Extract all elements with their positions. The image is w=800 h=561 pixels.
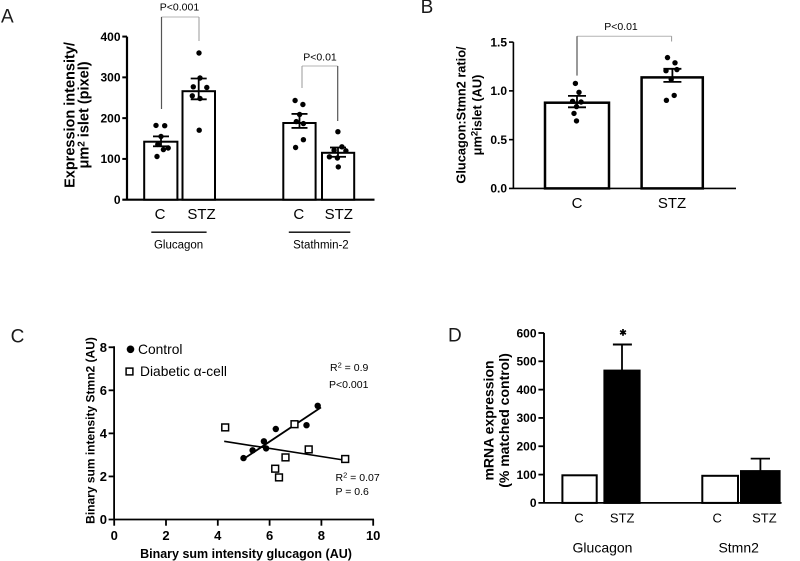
svg-text:0.5: 0.5 (490, 133, 507, 147)
svg-text:4: 4 (100, 426, 108, 441)
svg-text:400: 400 (516, 383, 536, 397)
svg-text:C: C (713, 511, 722, 526)
svg-text:(% matched control): (% matched control) (496, 353, 512, 488)
svg-text:C: C (574, 511, 583, 526)
svg-text:Glucagon: Glucagon (573, 540, 633, 556)
svg-text:1.0: 1.0 (490, 84, 507, 98)
svg-text:600: 600 (516, 326, 536, 340)
svg-text:Binary sum intensity glucagon: Binary sum intensity glucagon (AU) (140, 547, 352, 561)
svg-text:C: C (11, 327, 25, 348)
svg-text:Glucagon: Glucagon (154, 239, 203, 251)
svg-text:P<0.01: P<0.01 (303, 52, 337, 64)
svg-text:2: 2 (100, 469, 107, 484)
svg-text:C: C (572, 195, 583, 212)
svg-text:200: 200 (516, 440, 536, 454)
svg-text:Glucagon:Stmn2 ratio/: Glucagon:Stmn2 ratio/ (454, 46, 469, 184)
svg-text:μm2 islet (pixel): μm2 islet (pixel) (77, 61, 93, 168)
svg-text:100: 100 (100, 152, 120, 166)
svg-text:0: 0 (530, 496, 537, 510)
svg-text:8: 8 (100, 340, 107, 355)
svg-text:P<0.01: P<0.01 (604, 21, 638, 33)
svg-text:STZ: STZ (752, 511, 777, 526)
svg-text:100: 100 (516, 468, 536, 482)
svg-text:C: C (293, 206, 304, 223)
svg-text:0.0: 0.0 (490, 182, 507, 196)
svg-text:1.5: 1.5 (490, 35, 507, 49)
svg-text:10: 10 (366, 528, 380, 543)
svg-text:STZ: STZ (610, 511, 635, 526)
svg-text:6: 6 (266, 528, 273, 543)
svg-text:STZ: STZ (187, 206, 215, 223)
svg-text:B: B (421, 0, 434, 18)
svg-text:0: 0 (114, 193, 121, 207)
svg-text:400: 400 (100, 30, 120, 44)
svg-text:2: 2 (162, 528, 169, 543)
svg-text:STZ: STZ (658, 195, 686, 212)
svg-text:P<0.001: P<0.001 (329, 379, 369, 391)
svg-text:6: 6 (100, 383, 107, 398)
svg-text:Control: Control (138, 342, 182, 357)
svg-text:Expression intensity/: Expression intensity/ (63, 42, 79, 188)
svg-text:8: 8 (318, 528, 325, 543)
svg-text:R2 = 0.9: R2 = 0.9 (330, 361, 368, 375)
svg-text:300: 300 (516, 411, 536, 425)
svg-text:Stmn2: Stmn2 (718, 540, 759, 556)
svg-text:300: 300 (100, 71, 120, 85)
svg-text:Stathmin-2: Stathmin-2 (293, 239, 349, 251)
svg-text:STZ: STZ (325, 206, 353, 223)
svg-text:μm2islet (AU): μm2islet (AU) (470, 75, 485, 156)
svg-text:A: A (1, 7, 14, 28)
svg-text:P = 0.6: P = 0.6 (336, 486, 370, 498)
svg-text:D: D (448, 325, 462, 346)
svg-text:P<0.001: P<0.001 (160, 2, 200, 14)
svg-text:mRNA expression: mRNA expression (481, 360, 497, 480)
svg-text:Diabetic α-cell: Diabetic α-cell (140, 364, 227, 379)
svg-text:200: 200 (100, 111, 120, 125)
svg-text:0: 0 (100, 512, 107, 527)
svg-text:4: 4 (214, 528, 222, 543)
svg-text:C: C (155, 206, 166, 223)
svg-text:500: 500 (516, 355, 536, 369)
svg-text:Binary sum intensity Stmn2 (AU: Binary sum intensity Stmn2 (AU) (84, 337, 98, 524)
svg-text:R2 = 0.07: R2 = 0.07 (336, 471, 380, 485)
svg-text:0: 0 (111, 528, 118, 543)
